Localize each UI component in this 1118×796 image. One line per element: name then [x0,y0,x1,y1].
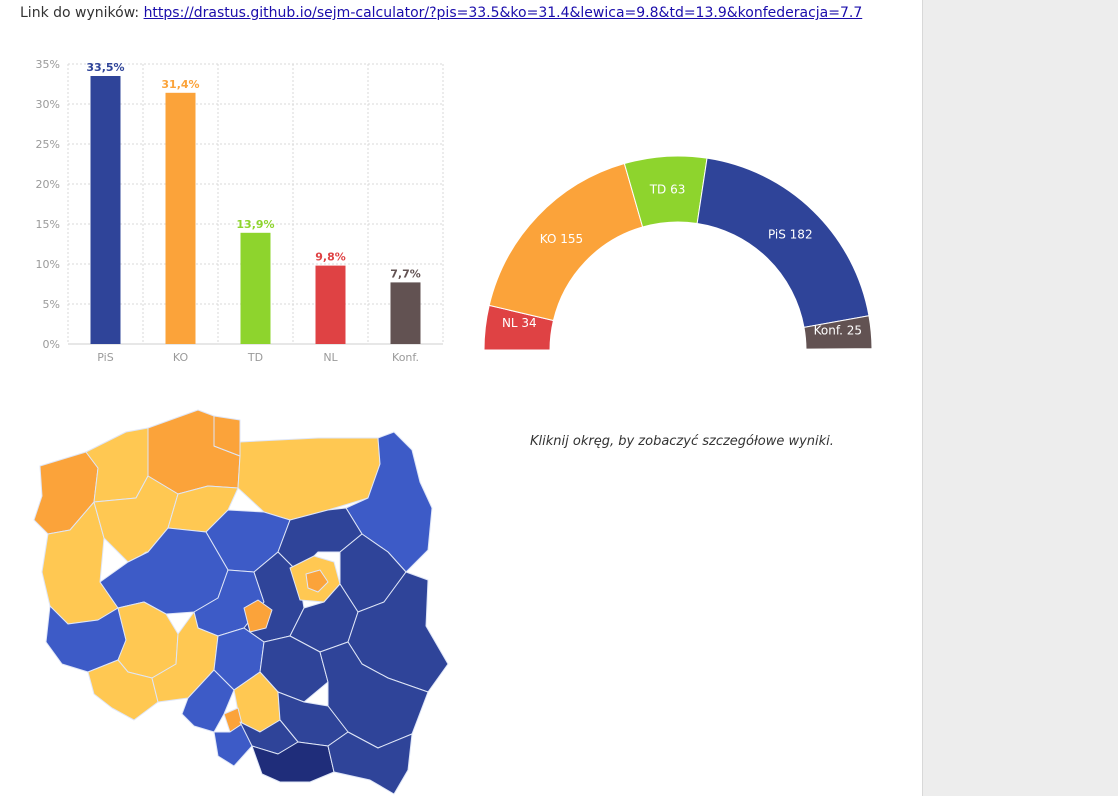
main-content: Link do wyników: https://drastus.github.… [20,5,873,795]
bar-value-label: 31,4% [161,78,199,91]
seat-slice-label: Konf. 25 [814,324,862,338]
map-district[interactable] [243,599,273,633]
seat-slice-label: PiS 182 [768,228,813,242]
y-tick-label: 20% [36,178,60,191]
seats-half-donut-chart: NL 34 KO 155 TD 63 PiS 182 Konf. 25 [483,155,873,351]
side-panel [922,0,1118,796]
x-tick-label: NL [323,351,338,364]
y-tick-label: 35% [36,58,60,71]
seat-slice-label: NL 34 [502,316,537,330]
bar-value-label: 33,5% [86,61,124,74]
constituency-map [33,409,449,795]
seat-slice-pis [696,157,870,328]
x-tick-label: KO [173,351,189,364]
y-tick-label: 15% [36,218,60,231]
x-tick-label: PiS [97,351,113,364]
y-tick-label: 30% [36,98,60,111]
results-link-label: Link do wyników: [20,5,140,21]
seat-slice-label: TD 63 [649,182,686,196]
x-tick-label: TD [247,351,263,364]
results-link-line: Link do wyników: https://drastus.github.… [20,5,862,21]
bar-value-label: 7,7% [390,267,421,280]
seat-slice-label: KO 155 [540,232,583,246]
results-link[interactable]: https://drastus.github.io/sejm-calculato… [143,5,863,21]
y-tick-label: 0% [43,338,60,351]
bar-value-label: 13,9% [236,218,274,231]
bar-value-label: 9,8% [315,251,346,264]
map-districts [33,409,449,795]
vote-share-bar-chart: 0% 5% 10% 15% 20% 25% 30% 35% 33,5% PiS 31,4% KO 13,… [36,58,444,364]
x-tick-label: Konf. [392,351,419,364]
map-district[interactable] [181,669,235,733]
map-district[interactable] [85,427,149,503]
bar-konf [390,282,421,344]
bar-ko [165,92,196,344]
y-tick-label: 10% [36,258,60,271]
map-district[interactable] [305,569,329,593]
bar-td [240,232,271,344]
seat-slice-konf [803,315,873,350]
bar-nl [315,265,346,344]
bar-pis [90,76,121,344]
map-hint: Kliknij okręg, by zobaczyć szczegółowe w… [530,434,834,449]
map-district[interactable] [327,731,413,795]
y-tick-label: 5% [43,298,60,311]
y-tick-label: 25% [36,138,60,151]
